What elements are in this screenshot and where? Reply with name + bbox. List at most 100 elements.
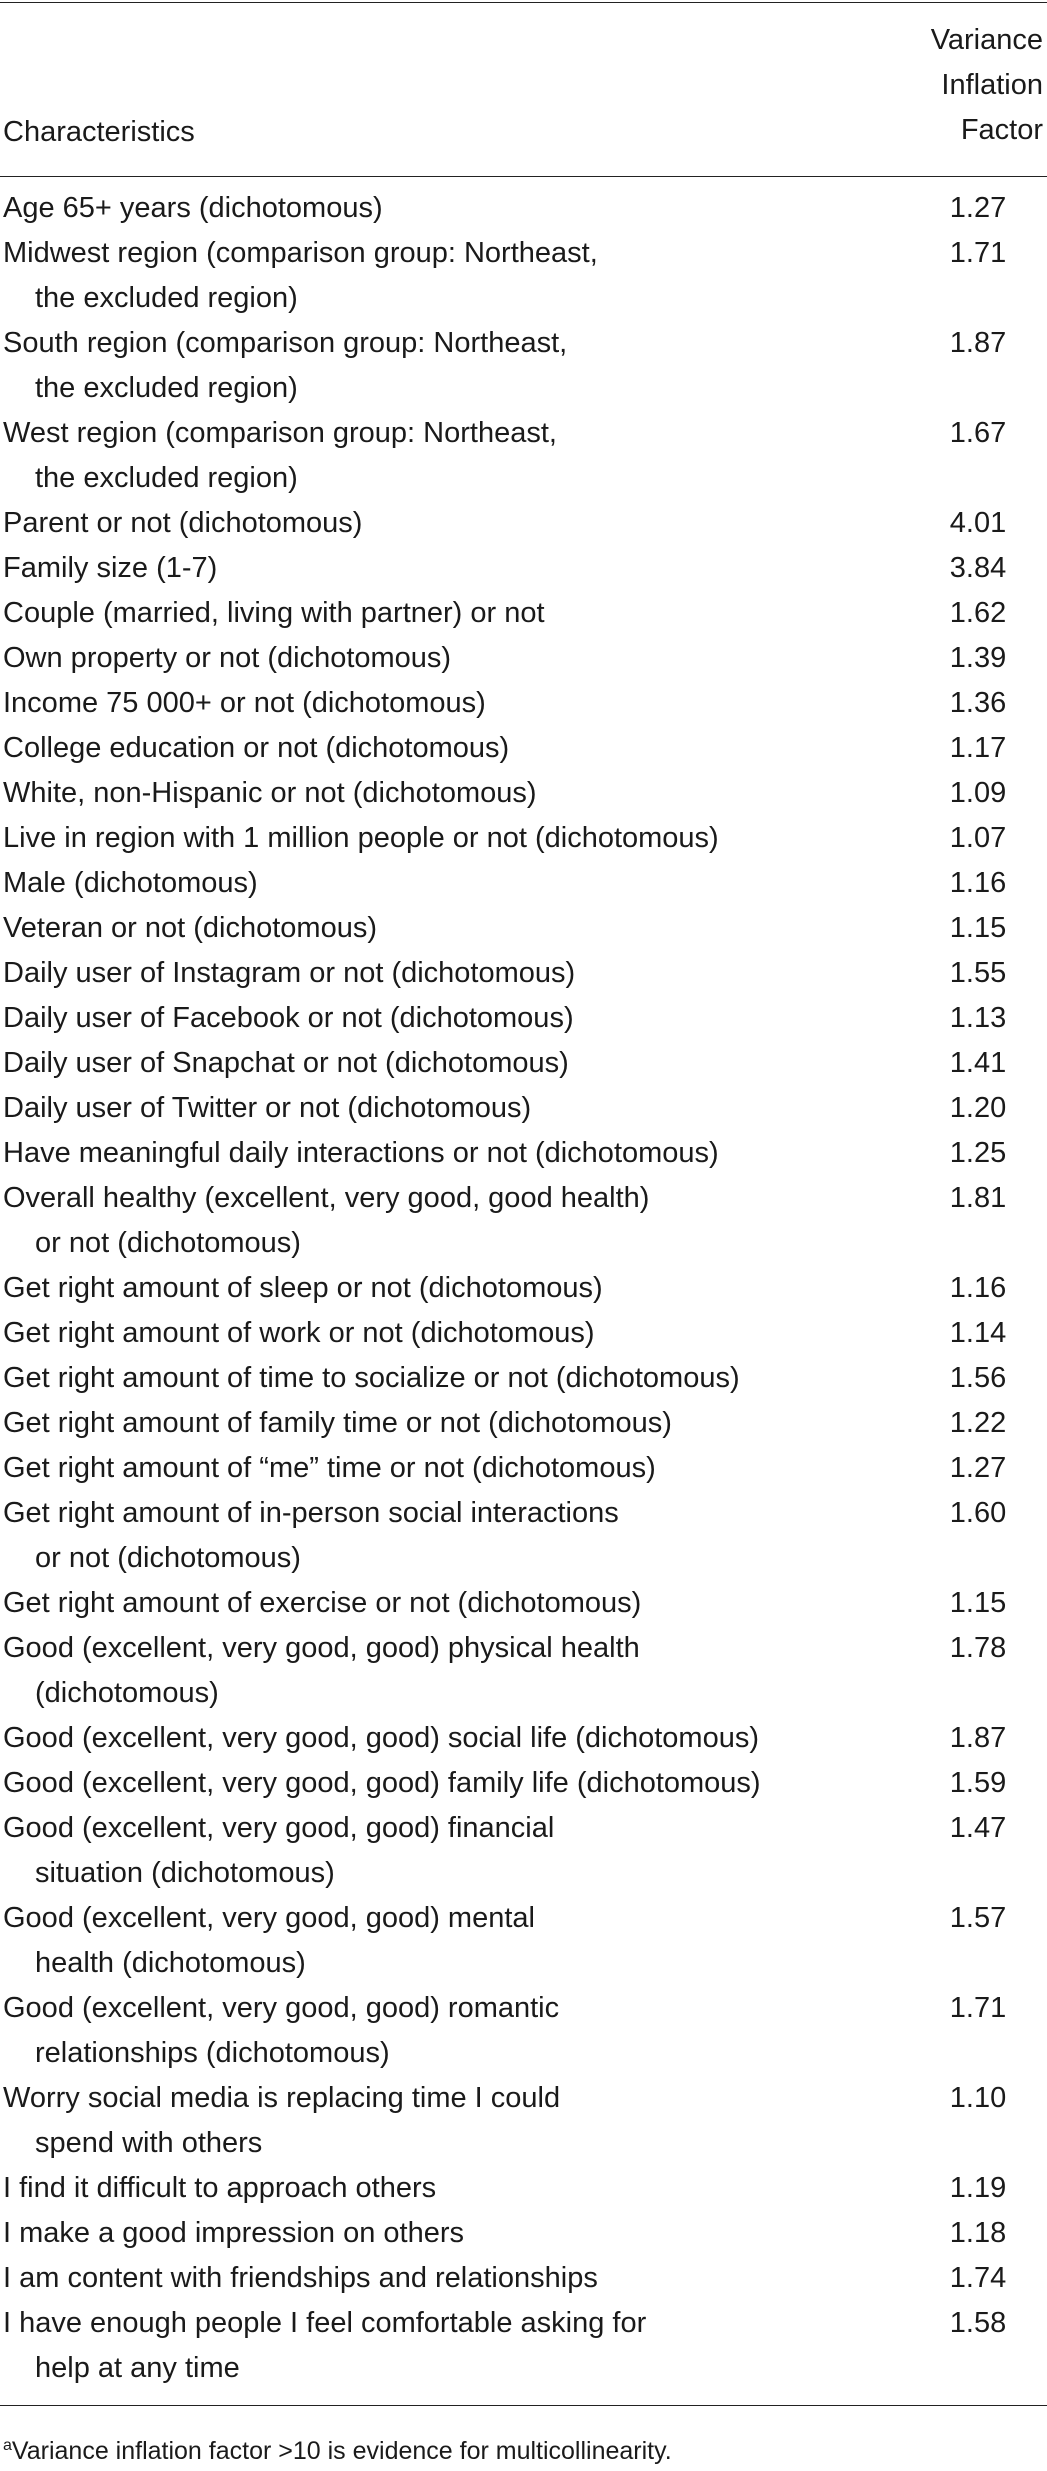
vif-value: 1.60: [949, 1497, 1007, 1529]
row-label: I make a good impression on others: [0, 2211, 903, 2256]
vif-value: 1.19: [949, 2172, 1007, 2204]
label-line: (dichotomous): [35, 1677, 219, 1709]
row-label: West region (comparison group: Northeast…: [0, 411, 903, 501]
table-row: College education or not (dichotomous) 1.…: [0, 726, 1047, 771]
label-line: Good (excellent, very good, good) mental: [3, 1902, 535, 1934]
table-row: Good (excellent, very good, good) physic…: [0, 1626, 1047, 1716]
row-label: Good (excellent, very good, good) mental…: [0, 1896, 903, 1986]
table-row: Good (excellent, very good, good) financ…: [0, 1806, 1047, 1896]
row-label: Daily user of Instagram or not (dichotom…: [0, 951, 903, 996]
table-row: Male (dichotomous) 1.16: [0, 861, 1047, 906]
row-label: Get right amount of “me” time or not (di…: [0, 1446, 903, 1491]
label-line: West region (comparison group: Northeast…: [3, 417, 557, 449]
row-label: Good (excellent, very good, good) physic…: [0, 1626, 903, 1716]
vif-value: 1.15: [949, 912, 1007, 944]
label-line: Age 65+ years (dichotomous): [3, 192, 383, 224]
row-label: Male (dichotomous): [0, 861, 903, 906]
table-row: Get right amount of sleep or not (dichot…: [0, 1266, 1047, 1311]
vif-value: 1.71: [949, 237, 1007, 269]
vif-value: 1.27: [949, 1452, 1007, 1484]
vif-value: 1.62: [949, 597, 1007, 629]
vif-value: 1.09: [949, 777, 1007, 809]
column-header: Characteristics: [3, 116, 195, 148]
label-line: Have meaningful daily interactions or no…: [3, 1137, 719, 1169]
table-row: Parent or not (dichotomous) 4.01: [0, 501, 1047, 546]
table-row: Good (excellent, very good, good) social…: [0, 1716, 1047, 1761]
vif-value: 3.84: [949, 552, 1007, 584]
row-label: Worry social media is replacing time I c…: [0, 2076, 903, 2166]
label-line: Family size (1-7): [3, 552, 218, 584]
table-row: Own property or not (dichotomous) 1.39: [0, 636, 1047, 681]
vif-value: 1.20: [949, 1092, 1007, 1124]
label-line: or not (dichotomous): [35, 1542, 301, 1574]
label-line: Good (excellent, very good, good) romant…: [3, 1992, 560, 2024]
label-line: Daily user of Twitter or not (dichotomou…: [3, 1092, 532, 1124]
label-line: Good (excellent, very good, good) physic…: [3, 1632, 640, 1664]
label-line: Get right amount of exercise or not (dic…: [3, 1587, 642, 1619]
vif-value: 1.78: [949, 1632, 1007, 1664]
label-line: Live in region with 1 million people or …: [3, 822, 719, 854]
vif-value: 1.81: [949, 1182, 1007, 1214]
row-label: Family size (1-7): [0, 546, 903, 591]
vif-value: 1.71: [949, 1992, 1007, 2024]
table-row: Get right amount of in-person social int…: [0, 1491, 1047, 1581]
vif-value: 1.25: [949, 1137, 1007, 1169]
table-row: I make a good impression on others 1.18: [0, 2211, 1047, 2256]
label-line: I have enough people I feel comfortable …: [3, 2307, 647, 2339]
row-label: Income 75 000+ or not (dichotomous): [0, 681, 903, 726]
table-row: Daily user of Instagram or not (dichotom…: [0, 951, 1047, 996]
row-label: Couple (married, living with partner) or…: [0, 591, 903, 636]
footnote-text: Variance inflation factor >10 is evidenc…: [11, 2437, 672, 2465]
table-row: Overall healthy (excellent, very good, g…: [0, 1176, 1047, 1266]
table-row: I am content with friendships and relati…: [0, 2256, 1047, 2301]
row-label: Get right amount of sleep or not (dichot…: [0, 1266, 903, 1311]
vif-value: 1.41: [949, 1047, 1007, 1079]
vif-value: 1.56: [949, 1362, 1007, 1394]
row-label: Live in region with 1 million people or …: [0, 816, 903, 861]
row-label: South region (comparison group: Northeas…: [0, 321, 903, 411]
label-line: Get right amount of family time or not (…: [3, 1407, 672, 1439]
row-label: I have enough people I feel comfortable …: [0, 2301, 903, 2391]
table-row: Live in region with 1 million people or …: [0, 816, 1047, 861]
label-line: Get right amount of sleep or not (dichot…: [3, 1272, 603, 1304]
row-label: I find it difficult to approach others: [0, 2166, 903, 2211]
label-line: South region (comparison group: Northeas…: [3, 327, 568, 359]
header-line: Factor: [960, 114, 1043, 146]
table-row: White, non-Hispanic or not (dichotomous)…: [0, 771, 1047, 816]
row-label: Good (excellent, very good, good) social…: [0, 1716, 903, 1761]
row-label: Get right amount of work or not (dichoto…: [0, 1311, 903, 1356]
table-row: Get right amount of exercise or not (dic…: [0, 1581, 1047, 1626]
vif-value: 1.67: [949, 417, 1007, 449]
vif-value: 1.59: [949, 1767, 1007, 1799]
label-line: Veteran or not (dichotomous): [3, 912, 377, 944]
vif-value: 1.57: [949, 1902, 1007, 1934]
header-line: Inflation: [941, 69, 1043, 101]
row-label: Get right amount of exercise or not (dic…: [0, 1581, 903, 1626]
vif-value: 1.14: [949, 1317, 1007, 1349]
table-row: Good (excellent, very good, good) mental…: [0, 1896, 1047, 1986]
row-label: Good (excellent, very good, good) family…: [0, 1761, 903, 1806]
label-line: help at any time: [35, 2352, 240, 2384]
table-row: West region (comparison group: Northeast…: [0, 411, 1047, 501]
vif-value: 1.55: [949, 957, 1007, 989]
row-label: Get right amount of family time or not (…: [0, 1401, 903, 1446]
row-label: Own property or not (dichotomous): [0, 636, 903, 681]
row-label: Get right amount of in-person social int…: [0, 1491, 903, 1581]
column-header: Variance Inflation Factor: [913, 18, 1043, 153]
vif-value: 1.07: [949, 822, 1007, 854]
table-row: South region (comparison group: Northeas…: [0, 321, 1047, 411]
table-row: Get right amount of family time or not (…: [0, 1401, 1047, 1446]
bottom-rule: [0, 2405, 1047, 2406]
vif-value: 1.47: [949, 1812, 1007, 1844]
table-row: Income 75 000+ or not (dichotomous) 1.36: [0, 681, 1047, 726]
label-line: the excluded region): [35, 372, 298, 404]
row-label: I am content with friendships and relati…: [0, 2256, 903, 2301]
row-label: Midwest region (comparison group: Northe…: [0, 231, 903, 321]
label-line: or not (dichotomous): [35, 1227, 301, 1259]
table-row: Family size (1-7) 3.84: [0, 546, 1047, 591]
label-line: relationships (dichotomous): [35, 2037, 390, 2069]
table-row: Get right amount of “me” time or not (di…: [0, 1446, 1047, 1491]
table-row: Worry social media is replacing time I c…: [0, 2076, 1047, 2166]
row-label: Daily user of Twitter or not (dichotomou…: [0, 1086, 903, 1131]
